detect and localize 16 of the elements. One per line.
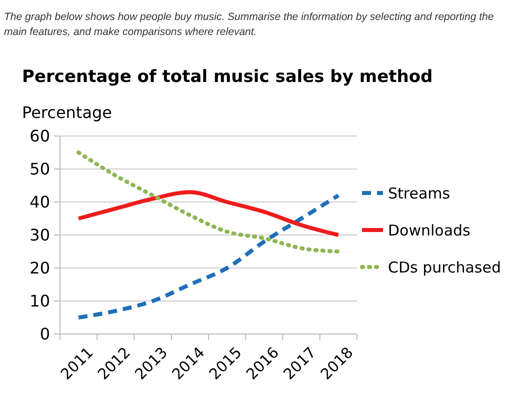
y-tick-label: 60 [30, 126, 50, 146]
y-tick-label: 50 [30, 160, 50, 179]
y-tick-label: 30 [30, 226, 50, 245]
chart-title: Percentage of total music sales by method [22, 67, 433, 87]
legend-label: Downloads [388, 221, 471, 240]
y-tick-label: 40 [30, 192, 50, 212]
line-series [76, 190, 340, 237]
y-tick-label: 10 [30, 292, 50, 311]
text: The graph below shows how people buy music. Summarise the information by selecting and reporting the main features, and make comparisons where relevant. [4, 10, 495, 40]
y-tick-label: 0 [40, 324, 50, 344]
y-tick-label: 20 [30, 258, 50, 278]
line-series [76, 193, 340, 320]
legend-label: Streams [388, 184, 450, 202]
line-series [76, 150, 340, 254]
legend-label: CDs purchased [388, 258, 501, 276]
y-axis-title: Percentage [22, 103, 112, 122]
